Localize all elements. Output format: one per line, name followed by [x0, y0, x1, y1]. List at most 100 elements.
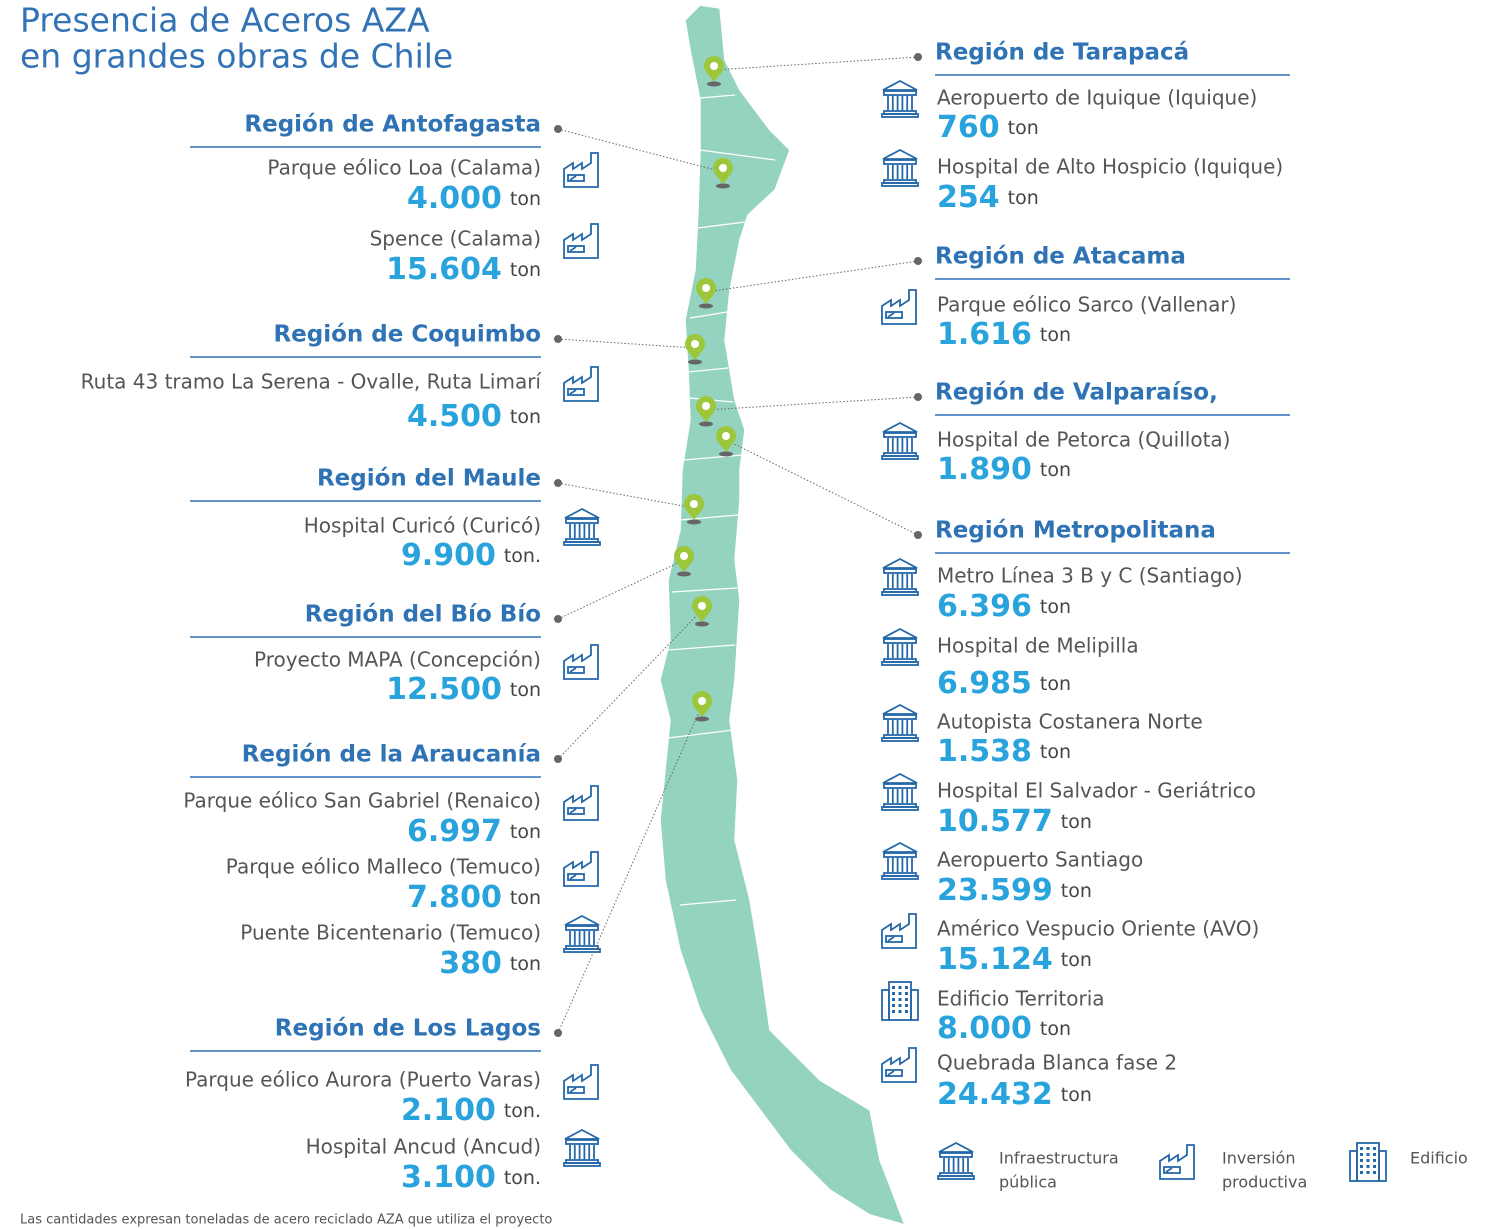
leader-dot — [554, 615, 562, 623]
icon-part — [905, 992, 908, 995]
icon-part — [905, 998, 908, 1001]
icon-infra — [563, 1128, 601, 1167]
icon-part — [939, 1152, 973, 1158]
icon-part — [567, 388, 585, 396]
icon-part — [564, 914, 600, 926]
icon-part — [1366, 1153, 1370, 1156]
icon-part — [569, 389, 577, 395]
icon-part — [881, 113, 919, 118]
icon-part — [563, 785, 599, 821]
icon-part — [567, 245, 585, 253]
title-line: Presencia de Aceros AZA — [20, 1, 430, 40]
pin-center — [698, 697, 706, 705]
amount-value: 1.538 — [937, 734, 1032, 769]
map-pin — [696, 396, 716, 427]
pin-shadow — [688, 359, 702, 365]
leader-dot — [914, 531, 922, 539]
pin-center — [722, 432, 730, 440]
icon-industry — [563, 644, 599, 680]
icon-part — [1163, 1166, 1181, 1174]
region-name: Región del Bío Bío — [305, 602, 541, 628]
icon-part — [905, 1004, 908, 1007]
icon-industry — [563, 366, 599, 402]
chile-map — [659, 4, 907, 1227]
leader-dot — [914, 257, 922, 265]
amount-value: 6.396 — [937, 589, 1032, 624]
amount-unit: ton — [510, 887, 541, 909]
project-amount: 4.500 ton — [407, 399, 541, 434]
amount-value: 9.900 — [401, 538, 496, 573]
amount-unit: ton — [1040, 596, 1071, 618]
project-amount: 2.100 ton. — [401, 1093, 541, 1128]
icon-part — [882, 772, 918, 784]
amount-value: 254 — [937, 180, 1000, 215]
icon-part — [883, 568, 917, 574]
map-pin — [704, 56, 724, 87]
icon-part — [882, 421, 918, 433]
icon-part — [563, 152, 599, 188]
icon-part — [1349, 1150, 1358, 1182]
legend-label: Infraestructura — [999, 1149, 1119, 1168]
icon-part — [1373, 1153, 1376, 1156]
amount-unit: ton — [1061, 1084, 1092, 1106]
icon-part — [883, 159, 917, 165]
amount-unit: ton — [1040, 1018, 1071, 1040]
icon-building — [1349, 1142, 1387, 1182]
project-name: Parque eólico Sarco (Vallenar) — [937, 293, 1236, 317]
project-amount: 23.599 ton — [937, 873, 1092, 908]
project-amount: 1.616 ton — [937, 317, 1071, 352]
project-amount: 6.396 ton — [937, 589, 1071, 624]
amount-value: 6.985 — [937, 666, 1032, 701]
amount-unit: ton — [510, 821, 541, 843]
icon-part — [883, 90, 917, 96]
icon-industry — [1159, 1144, 1195, 1180]
icon-part — [563, 366, 599, 402]
icon-part — [563, 644, 599, 680]
icon-part — [882, 703, 918, 715]
project-amount: 380 ton — [439, 946, 541, 981]
icon-infra — [881, 772, 919, 811]
amount-unit: ton — [1008, 117, 1039, 139]
icon-part — [1360, 1147, 1363, 1150]
pin-center — [702, 402, 710, 410]
pin-shadow — [695, 716, 709, 722]
amount-unit: ton — [1040, 324, 1071, 346]
leader-dot — [914, 53, 922, 61]
icon-part — [905, 1010, 908, 1013]
icon-part — [1165, 1167, 1173, 1173]
leader-line — [725, 439, 919, 536]
project-name: Parque eólico Loa (Calama) — [267, 156, 541, 180]
project-name: Hospital El Salvador - Geriátrico — [937, 779, 1256, 803]
icon-part — [883, 783, 917, 789]
pin-shadow — [716, 183, 730, 189]
project-amount: 1.890 ton — [937, 452, 1071, 487]
project-name: Aeropuerto Santiago — [937, 848, 1143, 872]
icon-part — [881, 875, 919, 880]
amount-value: 12.500 — [386, 672, 502, 707]
icon-industry — [563, 851, 599, 887]
icon-infra — [881, 148, 919, 187]
icon-part — [938, 1141, 974, 1153]
amount-value: 6.997 — [407, 814, 502, 849]
region-name: Región del Maule — [317, 466, 541, 492]
icon-part — [563, 1162, 601, 1167]
project-amount: 24.432 ton — [937, 1077, 1092, 1112]
icon-part — [1366, 1147, 1370, 1150]
project-amount: 7.800 ton — [407, 880, 541, 915]
icon-part — [565, 1139, 599, 1145]
project-amount: 15.124 ton — [937, 942, 1092, 977]
map-pin — [692, 691, 712, 722]
region-name: Región de Tarapacá — [935, 40, 1189, 66]
title-line: en grandes obras de Chile — [20, 37, 453, 76]
icon-industry — [881, 289, 917, 325]
icon-industry — [563, 152, 599, 188]
project-amount: 6.985 ton — [937, 666, 1071, 701]
icon-infra — [881, 79, 919, 118]
icon-part — [1373, 1147, 1376, 1150]
icon-infra — [881, 703, 919, 742]
icon-part — [1360, 1165, 1363, 1168]
pin-center — [710, 62, 718, 70]
icon-part — [898, 998, 902, 1001]
footnote: Las cantidades expresan toneladas de ace… — [20, 1213, 552, 1228]
amount-unit: ton. — [504, 545, 541, 567]
